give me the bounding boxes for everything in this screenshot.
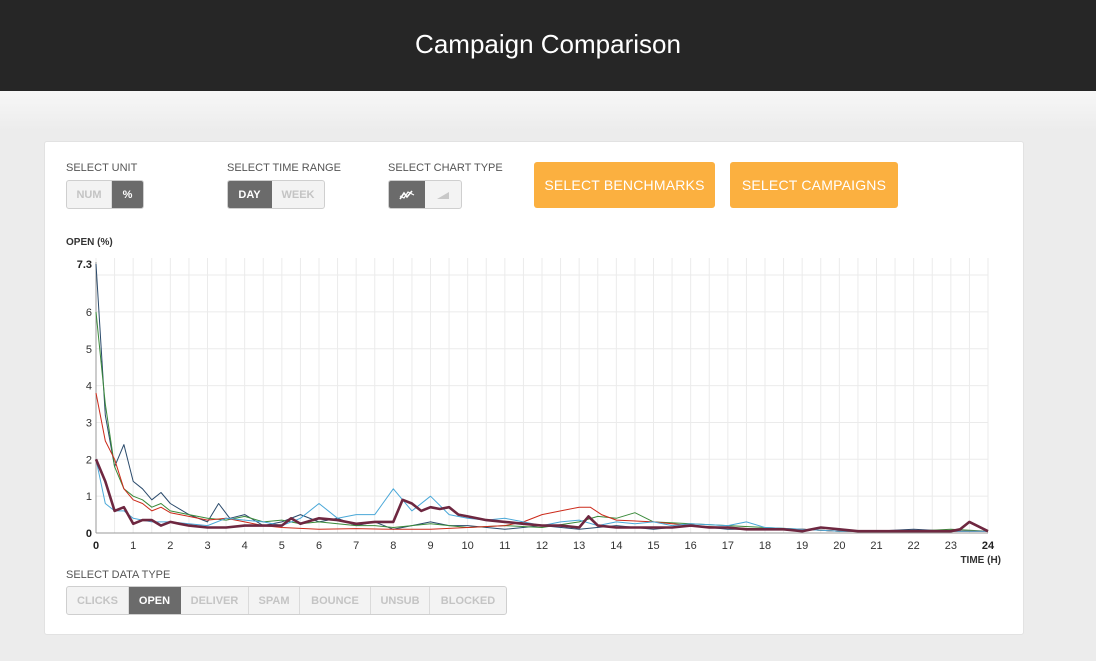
y-tick-label: 7.3 (77, 259, 92, 271)
time-range-toggle: DAY WEEK (227, 180, 325, 209)
x-tick-label: 9 (427, 540, 433, 552)
x-axis-title: TIME (H) (960, 555, 1001, 566)
y-tick-label: 6 (86, 307, 92, 319)
unit-percent-option[interactable]: % (112, 181, 143, 208)
data-type-blocked-option[interactable]: BLOCKED (440, 594, 496, 607)
data-type-unsub-option[interactable]: UNSUB (371, 587, 430, 614)
time-range-label: SELECT TIME RANGE (227, 162, 341, 174)
x-tick-label: 14 (610, 540, 622, 552)
data-type-open-option[interactable]: OPEN (129, 587, 181, 614)
select-benchmarks-button[interactable]: SELECT BENCHMARKS (534, 162, 715, 208)
line-chart-option[interactable] (389, 181, 425, 208)
series-line-5 (94, 458, 989, 533)
y-tick-label: 1 (86, 491, 92, 503)
x-tick-label: 20 (833, 540, 845, 552)
area-chart-option[interactable] (425, 181, 461, 208)
y-axis-title: OPEN (%) (66, 237, 113, 248)
y-tick-label: 5 (86, 344, 92, 356)
data-type-label: SELECT DATA TYPE (66, 569, 171, 581)
x-tick-label: 3 (204, 540, 210, 552)
x-tick-label: 18 (759, 540, 771, 552)
data-type-bounce-option[interactable]: BOUNCE (300, 587, 371, 614)
chart-grid (95, 258, 989, 534)
comparison-panel: SELECT UNIT NUM % SELECT TIME RANGE DAY … (44, 141, 1024, 635)
x-tick-label: 4 (242, 540, 248, 552)
x-tick-label: 2 (167, 540, 173, 552)
x-tick-label: 24 (982, 540, 995, 552)
x-tick-label: 17 (722, 540, 734, 552)
time-range-day-option[interactable]: DAY (228, 181, 272, 208)
series-line-2 (95, 311, 989, 532)
unit-label: SELECT UNIT (66, 162, 138, 174)
x-tick-label: 7 (353, 540, 359, 552)
x-tick-label: 22 (908, 540, 920, 552)
x-tick-label: 1 (130, 540, 136, 552)
x-tick-label: 15 (647, 540, 659, 552)
line-chart-icon (398, 189, 414, 199)
header-shadow (0, 91, 1096, 131)
select-campaigns-button[interactable]: SELECT CAMPAIGNS (730, 162, 898, 208)
x-tick-label: 6 (316, 540, 322, 552)
unit-toggle: NUM % (66, 180, 144, 209)
x-tick-label: 11 (499, 540, 510, 552)
y-tick-label: 3 (86, 417, 92, 429)
area-chart-icon (437, 191, 449, 199)
page-header: Campaign Comparison (0, 0, 1096, 91)
data-type-spam-option[interactable]: SPAM (249, 587, 300, 614)
y-tick-label: 0 (86, 528, 92, 540)
unit-num-option[interactable]: NUM (67, 181, 112, 208)
x-tick-label: 5 (279, 540, 285, 552)
time-range-week-option[interactable]: WEEK (281, 188, 315, 201)
data-type-toggle: CLICKS OPEN DELIVER SPAM BOUNCE UNSUB BL… (66, 586, 507, 615)
x-tick-label: 0 (93, 540, 99, 552)
x-tick-label: 19 (796, 540, 808, 552)
y-tick-label: 2 (86, 454, 92, 466)
data-type-clicks-option[interactable]: CLICKS (67, 587, 129, 614)
data-type-deliver-option[interactable]: DELIVER (181, 587, 249, 614)
x-tick-label: 23 (945, 540, 957, 552)
x-tick-label: 10 (462, 540, 474, 552)
x-tick-label: 16 (685, 540, 697, 552)
chart-type-toggle (388, 180, 462, 209)
y-tick-label: 4 (86, 381, 92, 393)
x-tick-label: 21 (870, 540, 882, 552)
x-tick-label: 8 (390, 540, 396, 552)
x-tick-label: 12 (536, 540, 548, 552)
x-tick-label: 13 (573, 540, 585, 552)
page-title: Campaign Comparison (415, 29, 681, 59)
chart-type-label: SELECT CHART TYPE (388, 162, 503, 174)
